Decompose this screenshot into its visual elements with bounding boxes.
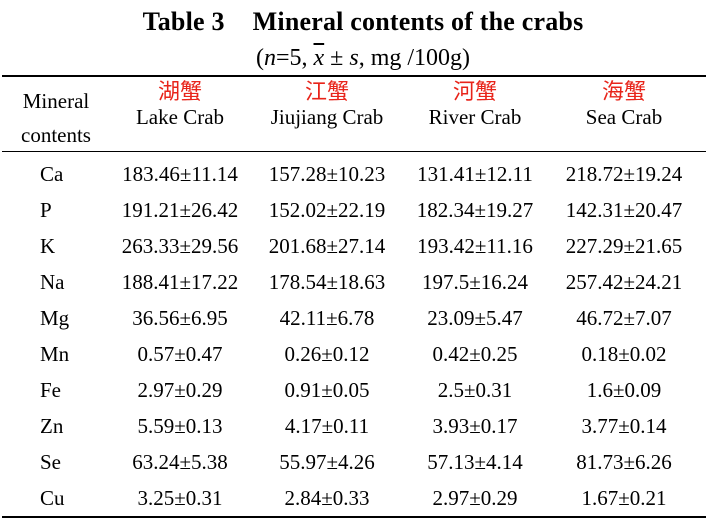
- table-row-na: Na 188.41±17.22 178.54±18.63 197.5±16.24…: [0, 264, 726, 300]
- table-row-p: P 191.21±26.42 152.02±22.19 182.34±19.27…: [0, 192, 726, 228]
- subtitle-open: (: [255, 45, 264, 71]
- cell-river-crab: 131.41±12.11: [417, 162, 533, 186]
- subtitle-plus-minus: ±: [324, 45, 350, 71]
- cell-lake-crab: 183.46±11.14: [122, 162, 238, 186]
- table-title: Table 3 Mineral contents of the crabs: [0, 6, 726, 38]
- cell-sea-crab: 3.77±0.14: [581, 414, 667, 438]
- table-row-k: K 263.33±29.56 201.68±27.14 193.42±11.16…: [0, 228, 726, 264]
- cell-lake-crab: 0.57±0.47: [137, 342, 223, 366]
- cell-lake-crab: 263.33±29.56: [121, 234, 239, 258]
- cell-river-crab: 193.42±11.16: [417, 234, 533, 258]
- cell-lake-crab: 63.24±5.38: [132, 450, 228, 474]
- cell-jiujiang-crab: 0.26±0.12: [284, 342, 370, 366]
- cell-sea-crab: 1.6±0.09: [586, 378, 662, 402]
- cell-river-crab: 197.5±16.24: [421, 270, 529, 294]
- header-sea-crab-cn: 海蟹: [601, 80, 646, 105]
- row-element: Cu: [40, 486, 65, 510]
- cell-sea-crab: 227.29±21.65: [565, 234, 683, 258]
- cell-river-crab: 2.97±0.29: [432, 486, 518, 510]
- row-element: Se: [40, 450, 61, 474]
- cell-jiujiang-crab: 152.02±22.19: [268, 198, 386, 222]
- header-mineral-line2: contents: [21, 123, 91, 147]
- subtitle-mean-symbol: x: [313, 45, 325, 71]
- header-sea-crab-en: Sea Crab: [585, 105, 663, 129]
- table-row-fe: Fe 2.97±0.29 0.91±0.05 2.5±0.31 1.6±0.09: [0, 372, 726, 408]
- cell-river-crab: 3.93±0.17: [432, 414, 518, 438]
- cell-lake-crab: 5.59±0.13: [137, 414, 223, 438]
- cell-lake-crab: 191.21±26.42: [121, 198, 239, 222]
- header-river-crab-cn: 河蟹: [452, 80, 497, 105]
- subtitle-s: s: [349, 45, 359, 71]
- header-lake-crab-en: Lake Crab: [135, 105, 225, 129]
- table-subtitle: (n=5, x ± s, mg /100g): [0, 42, 726, 74]
- cell-sea-crab: 1.67±0.21: [581, 486, 667, 510]
- cell-lake-crab: 2.97±0.29: [137, 378, 223, 402]
- table-body: Ca 183.46±11.14 157.28±10.23 131.41±12.1…: [0, 156, 726, 516]
- cell-jiujiang-crab: 178.54±18.63: [268, 270, 386, 294]
- table-title-text: Mineral contents of the crabs: [252, 7, 584, 36]
- header-river-crab: 河蟹 River Crab: [404, 80, 546, 128]
- row-element: Fe: [40, 378, 61, 402]
- row-element: Mn: [40, 342, 70, 366]
- cell-river-crab: 0.42±0.25: [432, 342, 518, 366]
- table-header-rule: [2, 151, 706, 152]
- header-mineral-line1: Mineral: [22, 89, 90, 113]
- table-top-rule: [2, 75, 706, 77]
- row-element: Mg: [40, 306, 70, 330]
- subtitle-n: n: [263, 45, 276, 71]
- table-bottom-rule: [2, 516, 706, 518]
- header-jiujiang-crab-cn: 江蟹: [304, 80, 349, 105]
- cell-river-crab: 182.34±19.27: [416, 198, 534, 222]
- table-row-se: Se 63.24±5.38 55.97±4.26 57.13±4.14 81.7…: [0, 444, 726, 480]
- cell-sea-crab: 142.31±20.47: [565, 198, 683, 222]
- cell-sea-crab: 46.72±7.07: [576, 306, 672, 330]
- subtitle-n-eq: =5,: [275, 45, 314, 71]
- row-element: Ca: [40, 162, 64, 186]
- cell-jiujiang-crab: 201.68±27.14: [268, 234, 386, 258]
- cell-jiujiang-crab: 42.11±6.78: [279, 306, 375, 330]
- cell-jiujiang-crab: 2.84±0.33: [284, 486, 370, 510]
- cell-sea-crab: 257.42±24.21: [565, 270, 683, 294]
- cell-sea-crab: 218.72±19.24: [565, 162, 683, 186]
- cell-jiujiang-crab: 55.97±4.26: [279, 450, 375, 474]
- table-number: Table 3: [142, 7, 225, 36]
- cell-jiujiang-crab: 0.91±0.05: [284, 378, 370, 402]
- cell-jiujiang-crab: 4.17±0.11: [284, 414, 370, 438]
- cell-lake-crab: 188.41±17.22: [121, 270, 239, 294]
- row-element: Zn: [40, 414, 64, 438]
- header-river-crab-en: River Crab: [428, 105, 522, 129]
- cell-sea-crab: 81.73±6.26: [576, 450, 672, 474]
- cell-jiujiang-crab: 157.28±10.23: [268, 162, 386, 186]
- table-row-cu: Cu 3.25±0.31 2.84±0.33 2.97±0.29 1.67±0.…: [0, 480, 726, 516]
- cell-lake-crab: 3.25±0.31: [137, 486, 223, 510]
- row-element: P: [40, 198, 52, 222]
- cell-river-crab: 57.13±4.14: [427, 450, 523, 474]
- table-row-ca: Ca 183.46±11.14 157.28±10.23 131.41±12.1…: [0, 156, 726, 192]
- header-lake-crab: 湖蟹 Lake Crab: [110, 80, 250, 128]
- header-sea-crab: 海蟹 Sea Crab: [552, 80, 696, 128]
- row-element: Na: [40, 270, 65, 294]
- cell-river-crab: 2.5±0.31: [437, 378, 513, 402]
- header-jiujiang-crab: 江蟹 Jiujiang Crab: [256, 80, 398, 128]
- row-element: K: [40, 234, 56, 258]
- header-lake-crab-cn: 湖蟹: [157, 80, 202, 105]
- cell-lake-crab: 36.56±6.95: [132, 306, 228, 330]
- table-row-mn: Mn 0.57±0.47 0.26±0.12 0.42±0.25 0.18±0.…: [0, 336, 726, 372]
- table-row-mg: Mg 36.56±6.95 42.11±6.78 23.09±5.47 46.7…: [0, 300, 726, 336]
- cell-river-crab: 23.09±5.47: [427, 306, 523, 330]
- subtitle-unit: , mg /100g): [358, 45, 471, 71]
- cell-sea-crab: 0.18±0.02: [581, 342, 667, 366]
- header-mineral-contents: Mineral contents: [8, 84, 104, 152]
- header-jiujiang-crab-en: Jiujiang Crab: [270, 105, 384, 129]
- table-row-zn: Zn 5.59±0.13 4.17±0.11 3.93±0.17 3.77±0.…: [0, 408, 726, 444]
